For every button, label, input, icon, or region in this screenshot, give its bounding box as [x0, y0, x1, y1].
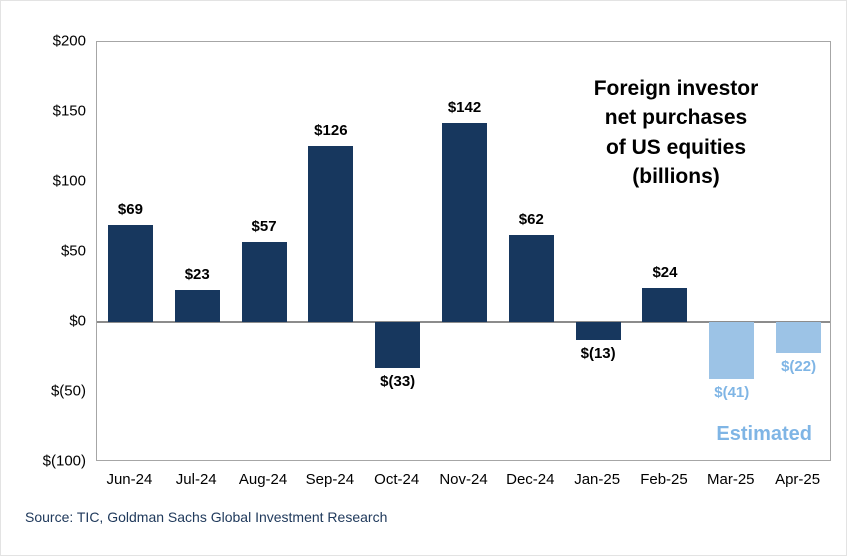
x-label-mar-25: Mar-25: [707, 471, 755, 488]
x-label-aug-24: Aug-24: [238, 471, 288, 488]
y-tick-100: $100: [52, 172, 86, 190]
value-label-dec-24: $62: [518, 211, 544, 229]
bar-jul-24: [174, 289, 220, 322]
bar-jan-25: [575, 322, 621, 341]
chart-title: Foreign investor net purchases of US equ…: [593, 77, 759, 189]
x-label-apr-25: Apr-25: [775, 471, 821, 488]
y-tick--50: $(50): [50, 382, 86, 400]
y-tick-150: $150: [52, 102, 86, 120]
zero-axis-line: [97, 321, 830, 323]
x-label-jan-25: Jan-25: [574, 471, 621, 488]
bar-nov-24: [442, 123, 487, 322]
estimated-label: Estimated: [716, 423, 812, 445]
bar-aug-24: [241, 242, 287, 322]
x-label-oct-24: Oct-24: [374, 471, 420, 488]
value-label-aug-24: $57: [251, 218, 277, 236]
value-label-feb-25: $24: [652, 264, 678, 282]
bar-sep-24: [308, 145, 354, 322]
y-tick-50: $50: [60, 242, 86, 260]
value-label-nov-24: $142: [447, 99, 482, 117]
x-label-jun-24: Jun-24: [106, 471, 153, 488]
x-label-nov-24: Nov-24: [439, 471, 488, 488]
y-tick-200: $200: [52, 32, 86, 50]
x-label-jul-24: Jul-24: [175, 471, 217, 488]
value-label-sep-24: $126: [314, 121, 348, 139]
bar-feb-25: [642, 288, 688, 322]
bar-mar-25: [709, 322, 755, 380]
value-label-mar-25: $(41): [714, 384, 750, 402]
bar-apr-25: [776, 322, 822, 353]
value-label-oct-24: $(33): [380, 373, 416, 391]
x-label-sep-24: Sep-24: [305, 471, 355, 488]
bar-oct-24: [375, 322, 421, 369]
source-note: Source: TIC, Goldman Sachs Global Invest…: [25, 509, 388, 525]
x-label-feb-25: Feb-25: [640, 471, 688, 488]
value-label-apr-25: $(22): [781, 357, 817, 375]
value-label-jan-25: $(13): [580, 345, 616, 363]
value-label-jul-24: $23: [184, 265, 210, 283]
bar-jun-24: [107, 225, 153, 322]
y-tick-0: $0: [69, 312, 86, 330]
plot-area: Foreign investor net purchases of US equ…: [96, 41, 831, 461]
bar-dec-24: [508, 235, 554, 322]
y-tick--100: $(100): [42, 452, 86, 470]
x-label-dec-24: Dec-24: [506, 471, 555, 488]
value-label-jun-24: $69: [117, 201, 143, 219]
